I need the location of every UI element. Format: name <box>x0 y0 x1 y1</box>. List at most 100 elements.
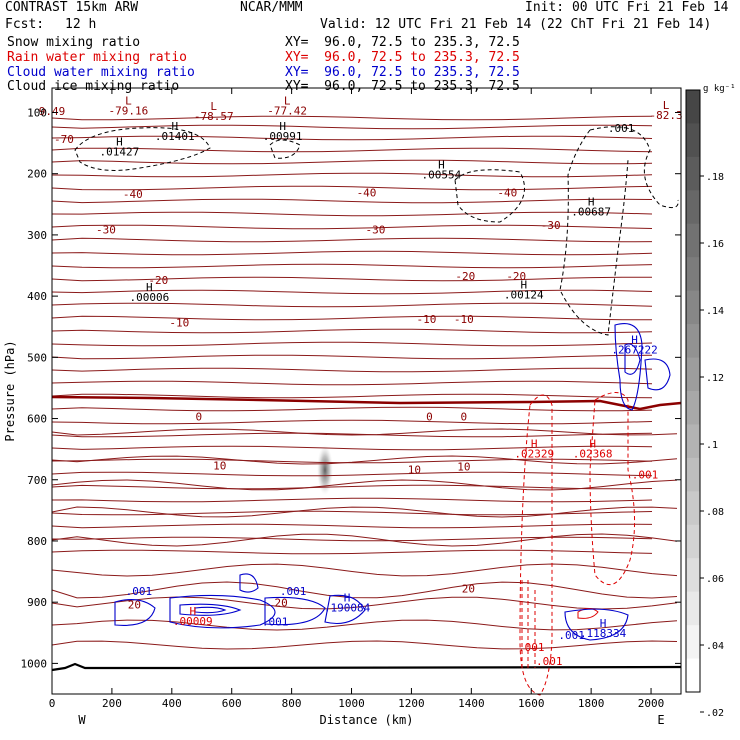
isotherm-line <box>51 328 653 334</box>
ice-contour <box>269 139 301 159</box>
rain-contour <box>589 392 635 586</box>
isotherm-line <box>51 250 653 256</box>
isotherm-label: -30 <box>96 224 116 237</box>
isotherm-line <box>51 211 653 217</box>
extremum-value: .190084 <box>324 601 371 614</box>
colorbar-segment <box>686 491 700 526</box>
extremum-marker: H <box>531 438 538 451</box>
extremum-marker: H <box>279 120 286 133</box>
isotherm-label: 0 <box>195 410 202 423</box>
ice-contour <box>74 127 211 171</box>
field-cloudwater-name: Cloud water mixing ratio <box>7 65 195 80</box>
x-tick-label: 1000 <box>338 697 365 710</box>
extremum-marker: H <box>344 591 351 604</box>
isotherm-label: -10 <box>454 313 474 326</box>
contour-label: .001 <box>280 585 307 598</box>
x-tick-label: 600 <box>222 697 242 710</box>
x-tick-label: 0 <box>49 697 56 710</box>
isotherm-line <box>51 302 653 308</box>
extremum-marker: H <box>588 195 595 208</box>
isotherm-label: 0 <box>461 410 468 423</box>
cloud-water-contour <box>264 596 326 626</box>
cloud-water-contour <box>624 343 641 375</box>
extremum-value: .01401 <box>155 130 195 143</box>
isotherm-label: -20 <box>455 270 475 283</box>
extremum-marker: L <box>284 94 291 107</box>
extremum-value: .267222 <box>611 344 657 357</box>
isotherm-label: -20 <box>148 274 168 287</box>
extremum-value: .118334 <box>580 627 627 640</box>
rain-contour <box>519 394 553 696</box>
x-tick-label: 200 <box>102 697 122 710</box>
x-tick-label: 400 <box>162 697 182 710</box>
isotherm-line <box>51 237 653 243</box>
x-tick-label: 1400 <box>458 697 485 710</box>
extremum-value: .00009 <box>173 615 213 628</box>
cloud-water-contour <box>614 323 643 411</box>
extremum-marker: L <box>125 94 132 107</box>
colorbar-segment <box>686 324 700 359</box>
x-tick-label: 1800 <box>578 697 605 710</box>
colorbar-frame <box>685 89 701 693</box>
contour-label: .001 <box>262 615 289 628</box>
colorbar-segment <box>686 223 700 258</box>
isotherm-line <box>51 479 678 491</box>
isotherm-line <box>51 432 653 438</box>
extremum-value: .00991 <box>263 130 303 143</box>
colorbar-segment <box>686 457 700 492</box>
colorbar-tick-label: .14 <box>706 306 724 317</box>
snow-shading <box>317 445 333 495</box>
colorbar-tick-label: .08 <box>706 507 724 518</box>
cloud-water-contour <box>644 358 671 391</box>
colorbar-segment <box>686 156 700 191</box>
x-tick-label: 1600 <box>518 697 545 710</box>
x-tick-label: 1200 <box>398 697 425 710</box>
isotherm-label: -10 <box>169 317 189 330</box>
y-tick-label: 300 <box>27 229 47 242</box>
isotherm-line <box>51 115 653 121</box>
isotherm-line <box>51 393 653 399</box>
isotherm-label: -30 <box>366 224 386 237</box>
isotherm-line <box>51 198 653 204</box>
field-rain-name: Rain water mixing ratio <box>7 50 188 65</box>
extremum-value: .00687 <box>571 205 611 218</box>
valid-time: Valid: 12 UTC Fri 21 Feb 14 (22 ChT Fri … <box>320 17 712 32</box>
contour-label: .001 <box>632 469 659 482</box>
colorbar-segment <box>686 190 700 225</box>
colorbar-segment <box>686 625 700 660</box>
x-tick-label: 2000 <box>638 697 665 710</box>
y-tick-label: 600 <box>27 413 47 426</box>
extremum-value: -78.57 <box>194 110 234 123</box>
colorbar-segment <box>686 90 700 124</box>
extremum-value: .00554 <box>422 169 462 182</box>
extremum-marker: H <box>631 334 638 347</box>
colorbar-segment <box>686 424 700 459</box>
cloud-water-contour <box>564 608 629 641</box>
isotherm-line <box>51 124 653 130</box>
extremum-value: -79.16 <box>109 104 149 117</box>
fcst-label: Fcst: <box>5 17 45 32</box>
extremum-value: -82.3 <box>649 109 682 122</box>
cloud-water-contour <box>179 603 242 616</box>
y-tick-label: 700 <box>27 474 47 487</box>
extremum-marker: H <box>600 617 607 630</box>
colorbar-segment <box>686 591 700 626</box>
isotherm-line <box>51 533 678 547</box>
isotherm-0-line <box>51 395 682 411</box>
isotherm-line <box>51 367 653 373</box>
extremum-marker: H <box>520 279 527 292</box>
isotherm-line <box>51 619 678 631</box>
field-cloudice-name: Cloud ice mixing ratio <box>7 79 180 94</box>
extremum-marker: H <box>189 605 196 618</box>
isotherm-label: -10 <box>416 313 436 326</box>
isotherm-line <box>51 640 678 650</box>
isotherm-line <box>51 172 653 178</box>
colorbar-tick-label: .02 <box>706 708 724 719</box>
colorbar-tick-label: .04 <box>706 641 724 652</box>
isotherm-label: -70 <box>54 133 74 146</box>
isotherm-line <box>51 341 653 347</box>
cloud-water-contour <box>324 594 366 625</box>
colorbar-tick-label: .16 <box>706 239 724 250</box>
isotherm-line <box>51 428 678 436</box>
terrain-line <box>51 662 682 672</box>
